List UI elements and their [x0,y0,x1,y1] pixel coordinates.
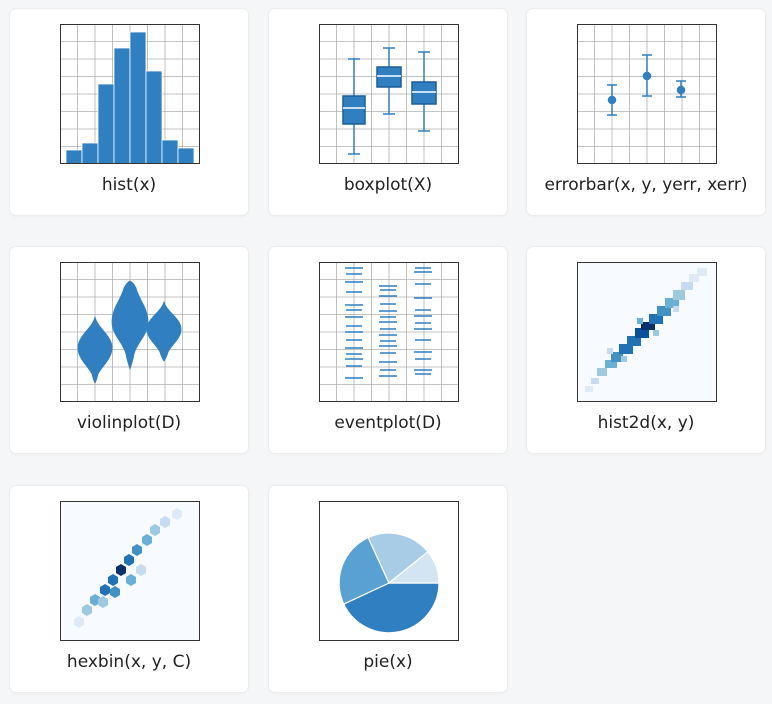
histogram-thumbnail [60,24,200,164]
pie-chart-thumbnail [319,501,459,641]
card-label-boxplot: boxplot(X) [343,175,433,195]
gallery-card-eventplot[interactable]: eventplot(D) [269,247,507,453]
card-label-errorbar: errorbar(x, y, yerr, xerr) [544,175,748,195]
gallery-card-pie[interactable]: pie(x) [269,486,507,692]
gallery-card-hexbin[interactable]: hexbin(x, y, C) [10,486,248,692]
error-bar-thumbnail [577,24,717,164]
2d-histogram-thumbnail [577,262,717,402]
gallery-card-boxplot[interactable]: boxplot(X) [269,9,507,215]
card-label-violinplot: violinplot(D) [76,413,182,433]
card-label-hist2d: hist2d(x, y) [597,413,695,433]
hexbin-thumbnail [60,501,200,641]
event-plot-thumbnail [319,262,459,402]
box-plot-thumbnail [319,24,459,164]
gallery-card-hist2d[interactable]: hist2d(x, y) [527,247,765,453]
card-label-hexbin: hexbin(x, y, C) [66,652,192,672]
gallery-card-errorbar[interactable]: errorbar(x, y, yerr, xerr) [527,9,765,215]
violin-plot-thumbnail [60,262,200,402]
card-label-pie: pie(x) [363,652,413,672]
card-label-eventplot: eventplot(D) [334,413,442,433]
gallery-card-violinplot[interactable]: violinplot(D) [10,247,248,453]
gallery-card-hist[interactable]: hist(x) [10,9,248,215]
card-label-hist: hist(x) [101,175,157,195]
